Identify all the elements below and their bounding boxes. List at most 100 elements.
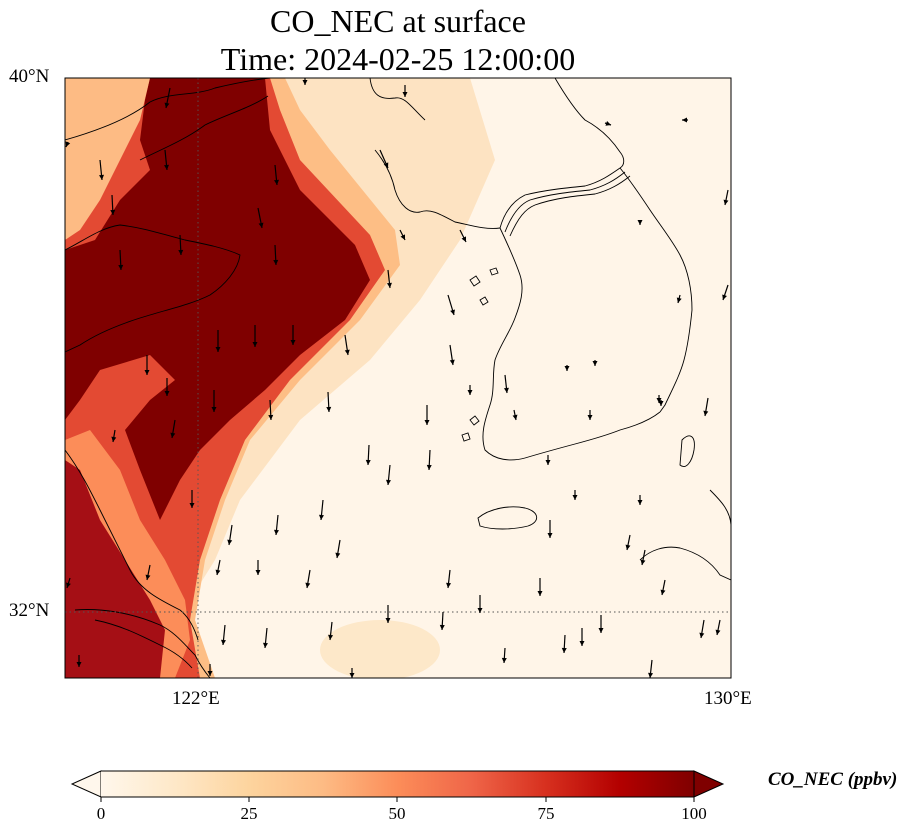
wind-arrow-head — [326, 406, 332, 412]
wind-arrow-head — [263, 642, 268, 648]
lon-label-122: 122°E — [172, 688, 220, 709]
wind-arrow-head — [572, 495, 578, 500]
colorbar-tick-25: 25 — [240, 804, 258, 823]
wind-arrow-head — [344, 349, 350, 355]
wind-arrow-head — [145, 574, 151, 580]
wind-arrow-head — [66, 582, 71, 588]
map-title-line1: CO_NEC at surface — [270, 3, 526, 39]
map-title-line2: Time: 2024-02-25 12:00:00 — [220, 41, 576, 77]
wind-arrow-head — [467, 390, 473, 395]
map-panel — [64, 77, 732, 679]
wind-arrow-head — [305, 582, 311, 588]
wind-arrow-head — [503, 387, 509, 393]
colorbar-tick-100: 100 — [681, 804, 707, 823]
wind-arrow-head — [221, 639, 226, 645]
wind-arrow-head — [118, 264, 124, 270]
lat-label-32: 32°N — [9, 600, 50, 621]
wind-arrow-head — [99, 174, 104, 180]
wind-arrow-head — [501, 657, 507, 663]
wind-arrow-head — [178, 249, 184, 255]
wind-arrow-head — [164, 391, 170, 396]
colorbar-label: CO_NEC (ppbv) — [768, 769, 898, 790]
wind-arrow-head — [211, 407, 217, 412]
wind-arrow-head — [640, 559, 646, 565]
plume-core — [65, 78, 370, 520]
wind-arrow-head — [189, 503, 195, 508]
wind-arrow-head — [252, 342, 258, 347]
wind-arrow-head — [598, 628, 604, 633]
wind-arrow-head — [703, 410, 709, 416]
wind-arrow-head — [579, 641, 585, 646]
wind-arrow-head — [400, 234, 405, 240]
coastal-lower-core — [65, 460, 165, 678]
wind-arrow-head — [648, 672, 654, 678]
wind-arrow-head — [386, 282, 392, 288]
wind-arrow-head — [349, 673, 355, 678]
wind-arrow-head — [449, 359, 455, 365]
wind-arrow-head — [637, 500, 643, 505]
wind-arrow-head — [656, 398, 662, 403]
wind-arrow-head — [76, 662, 82, 667]
wind-arrow-head — [446, 582, 452, 588]
colorbar-extend-min — [70, 770, 102, 798]
wind-arrow-head — [461, 236, 466, 242]
wind-arrow-head — [227, 539, 233, 545]
coastlines — [65, 78, 731, 678]
wind-arrow-head — [512, 414, 518, 420]
wind-arrow-head — [660, 589, 666, 595]
wind-arrow-head — [255, 570, 261, 575]
wind-arrow-head — [625, 544, 631, 550]
wind-arrow-head — [699, 632, 705, 638]
wind-arrow-head — [290, 340, 296, 345]
wind-arrow-head — [319, 514, 324, 520]
wind-arrow-head — [658, 401, 664, 406]
coastal-orange-tongue — [65, 78, 150, 240]
wind-arrow-head — [164, 102, 170, 108]
wind-arrow-head — [477, 608, 483, 613]
wind-arrow-head — [111, 436, 117, 442]
wind-arrow-head — [426, 464, 432, 470]
wind-arrow-head — [215, 347, 221, 352]
colorbar-tick-75: 75 — [537, 804, 555, 823]
wind-arrow-head — [274, 529, 279, 535]
wind-arrow-head — [110, 209, 116, 215]
wind-arrow-head — [722, 294, 727, 300]
wind-arrow-head — [605, 121, 611, 126]
wind-arrow-head — [637, 220, 643, 225]
map-frame — [64, 77, 732, 679]
wind-arrow-head — [215, 569, 221, 575]
wind-arrow-head — [537, 591, 543, 596]
wind-arrow-head — [424, 420, 430, 425]
wind-vectors — [65, 78, 729, 678]
wind-arrow-head — [268, 414, 274, 420]
colorbar-extend-max — [693, 770, 725, 798]
wind-arrow-head — [365, 459, 371, 465]
wind-arrow-head — [402, 92, 408, 97]
wind-arrow-head — [676, 297, 682, 303]
wind-arrow-head — [207, 671, 213, 676]
wind-arrow-head — [682, 117, 687, 123]
wind-arrow-head — [65, 141, 71, 147]
wind-arrow-head — [302, 80, 308, 85]
wind-arrow-head — [715, 629, 721, 635]
wind-arrow-head — [545, 460, 551, 465]
colorbar-gradient — [101, 771, 694, 797]
wind-arrow-head — [273, 259, 279, 265]
wind-arrow-head — [592, 361, 598, 366]
wind-arrow-head — [170, 432, 176, 438]
wind-arrow-head — [564, 366, 570, 371]
wind-arrow-head — [164, 164, 169, 170]
lat-label-40: 40°N — [9, 66, 50, 87]
wind-arrow-head — [274, 179, 279, 185]
wind-arrow-head — [328, 634, 334, 640]
wind-arrow-head — [439, 624, 445, 630]
lon-label-130: 130°E — [704, 688, 752, 709]
wind-arrow-head — [561, 647, 567, 653]
colorbar-tick-50: 50 — [388, 804, 406, 823]
colorbar-tick-0: 0 — [96, 804, 106, 823]
wind-arrow-head — [450, 309, 455, 315]
wind-arrow-head — [335, 552, 341, 558]
wind-arrow-head — [383, 162, 389, 168]
wind-arrow-head — [547, 533, 553, 538]
